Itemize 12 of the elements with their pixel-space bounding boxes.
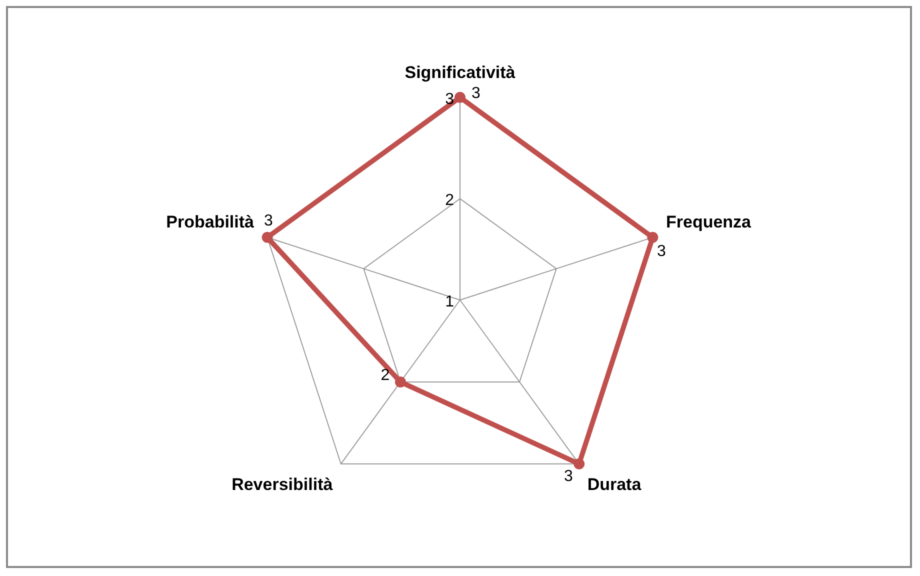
spoke-label: Frequenza — [666, 212, 752, 232]
data-label: 3 — [564, 468, 574, 485]
spoke-label: Probabilità — [166, 212, 255, 232]
spoke-label: Durata — [587, 475, 642, 494]
data-label: 3 — [656, 242, 666, 260]
data-label: 3 — [264, 212, 274, 230]
spoke-label: Reversibilità — [232, 475, 334, 494]
y-tick-label: 2 — [445, 192, 454, 210]
data-label: 2 — [380, 367, 390, 384]
data-label: 3 — [472, 84, 481, 102]
y-tick-label: 1 — [445, 293, 454, 310]
spoke-label: Significatività — [404, 62, 516, 82]
